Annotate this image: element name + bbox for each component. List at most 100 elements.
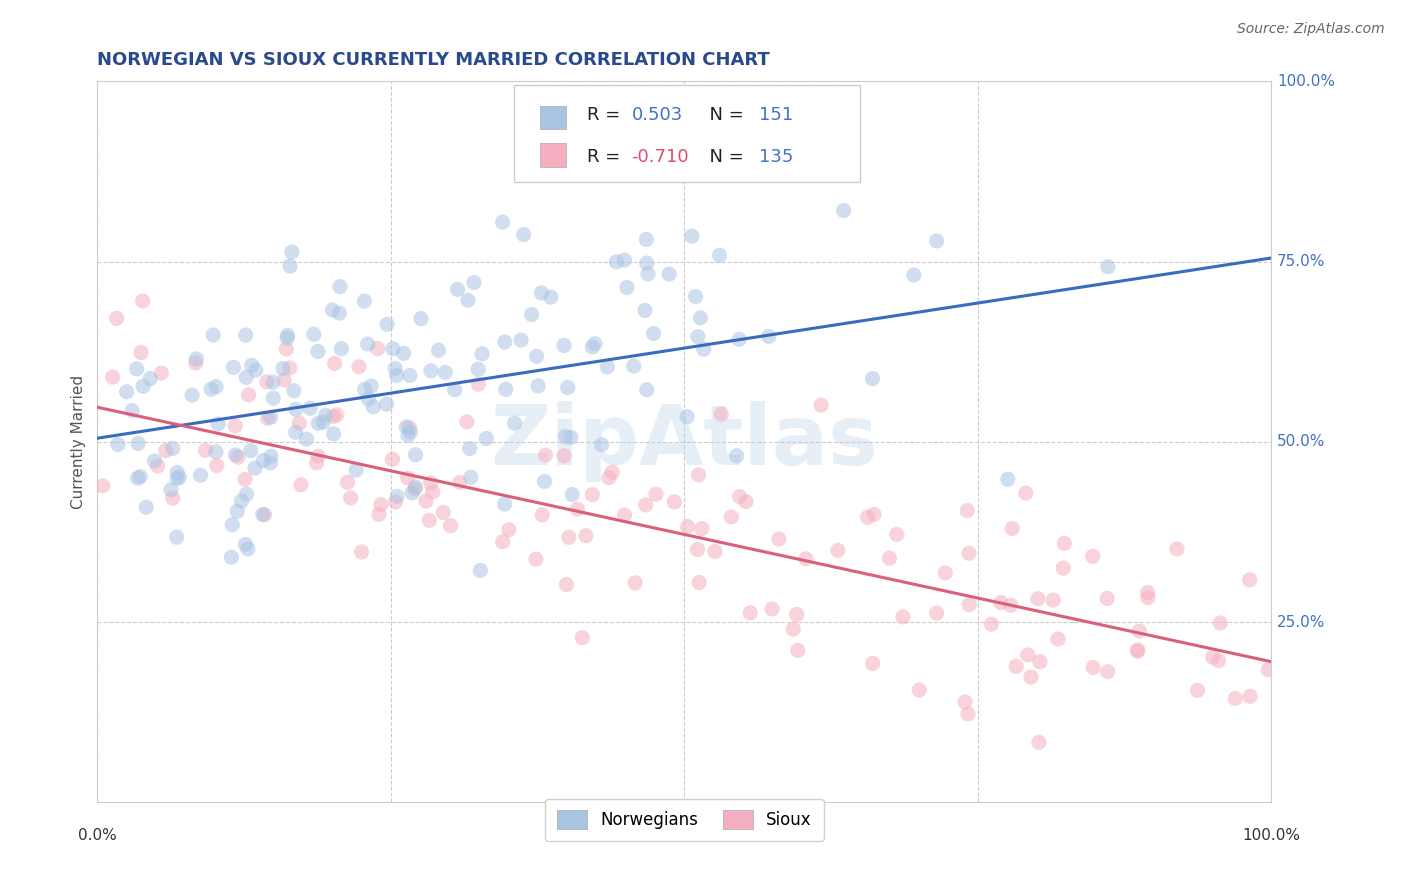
- Point: [415, 494, 437, 508]
- Point: [758, 329, 780, 343]
- Point: [634, 498, 657, 512]
- Point: [336, 475, 359, 490]
- Point: [245, 363, 267, 377]
- Point: [368, 508, 391, 522]
- Point: [863, 508, 886, 522]
- Point: [704, 544, 727, 558]
- Point: [259, 456, 281, 470]
- Point: [690, 522, 713, 536]
- Point: [636, 256, 658, 270]
- Point: [596, 359, 619, 374]
- Point: [186, 351, 208, 366]
- Point: [169, 470, 191, 484]
- Point: [810, 398, 832, 412]
- Point: [350, 545, 373, 559]
- Point: [658, 267, 681, 281]
- Point: [879, 551, 901, 566]
- Point: [1005, 659, 1028, 673]
- Point: [616, 280, 638, 294]
- Point: [533, 475, 555, 489]
- Point: [200, 382, 222, 396]
- Text: NORWEGIAN VS SIOUX CURRENTLY MARRIED CORRELATION CHART: NORWEGIAN VS SIOUX CURRENTLY MARRIED COR…: [97, 51, 770, 69]
- Point: [235, 370, 257, 384]
- Point: [432, 506, 454, 520]
- Point: [132, 293, 155, 308]
- Point: [1028, 735, 1050, 749]
- Point: [553, 338, 575, 352]
- Point: [891, 610, 914, 624]
- Point: [276, 328, 298, 343]
- Point: [686, 542, 709, 557]
- Point: [404, 482, 426, 496]
- Point: [281, 244, 304, 259]
- Point: [221, 517, 243, 532]
- Point: [524, 552, 547, 566]
- Point: [256, 375, 278, 389]
- Point: [561, 487, 583, 501]
- Point: [676, 409, 699, 424]
- Point: [330, 342, 353, 356]
- Point: [886, 527, 908, 541]
- Point: [492, 534, 515, 549]
- Point: [409, 311, 432, 326]
- Point: [422, 484, 444, 499]
- FancyBboxPatch shape: [515, 85, 860, 182]
- Point: [495, 382, 517, 396]
- Point: [284, 425, 307, 440]
- Point: [1225, 691, 1247, 706]
- Point: [467, 377, 489, 392]
- Point: [353, 294, 375, 309]
- Text: -0.710: -0.710: [631, 148, 689, 166]
- Point: [623, 359, 645, 373]
- Point: [735, 494, 758, 508]
- Point: [471, 347, 494, 361]
- Point: [405, 480, 427, 494]
- Text: N =: N =: [699, 148, 749, 166]
- Point: [832, 203, 855, 218]
- Point: [862, 371, 884, 385]
- Point: [1081, 549, 1104, 564]
- Point: [363, 400, 385, 414]
- Text: 0.0%: 0.0%: [77, 828, 117, 843]
- Point: [162, 491, 184, 505]
- Point: [688, 467, 710, 482]
- Point: [1095, 591, 1118, 606]
- Point: [1029, 655, 1052, 669]
- Point: [181, 388, 204, 402]
- Point: [375, 397, 398, 411]
- Point: [259, 410, 281, 425]
- Point: [252, 453, 274, 467]
- Point: [239, 443, 262, 458]
- Point: [399, 368, 422, 383]
- Point: [243, 461, 266, 475]
- Point: [1239, 690, 1261, 704]
- Point: [925, 234, 948, 248]
- Point: [353, 383, 375, 397]
- Point: [1187, 683, 1209, 698]
- Point: [166, 471, 188, 485]
- Point: [339, 491, 361, 505]
- Point: [681, 229, 703, 244]
- Point: [224, 418, 246, 433]
- Point: [132, 379, 155, 393]
- Text: 75.0%: 75.0%: [1277, 254, 1326, 269]
- Point: [418, 513, 440, 527]
- Point: [314, 409, 336, 423]
- Text: 100.0%: 100.0%: [1277, 74, 1336, 89]
- Point: [381, 342, 404, 356]
- Point: [449, 475, 471, 490]
- Point: [456, 415, 478, 429]
- Point: [194, 443, 217, 458]
- Point: [740, 606, 762, 620]
- Point: [222, 360, 245, 375]
- Point: [503, 416, 526, 430]
- Legend: Norwegians, Sioux: Norwegians, Sioux: [546, 799, 824, 841]
- Point: [1128, 624, 1150, 638]
- Point: [540, 290, 562, 304]
- Point: [530, 285, 553, 300]
- Point: [344, 463, 367, 477]
- Point: [720, 510, 742, 524]
- Text: R =: R =: [586, 106, 626, 124]
- Point: [262, 376, 284, 390]
- Point: [581, 488, 603, 502]
